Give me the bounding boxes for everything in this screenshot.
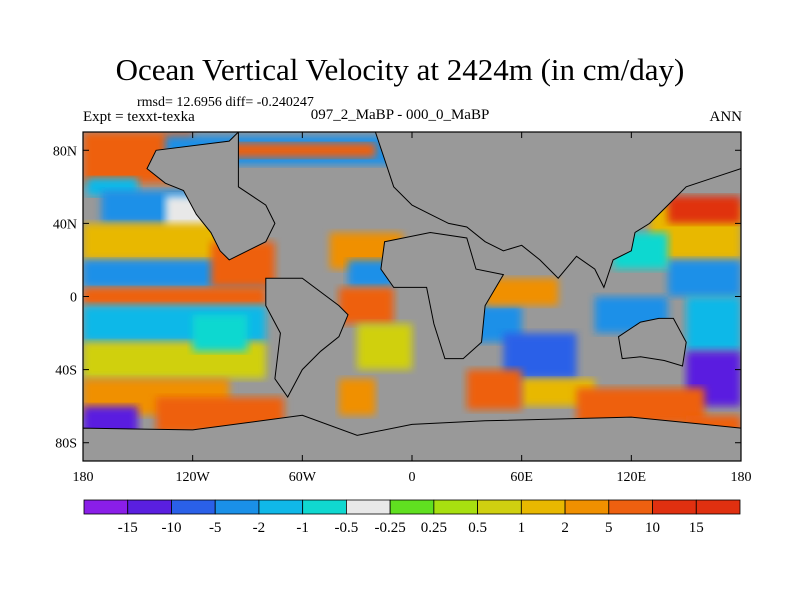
field-patch [686, 296, 741, 352]
ocean-field [83, 132, 741, 461]
colorbar-label: -0.5 [335, 520, 359, 536]
y-tick-label: 40S [55, 364, 77, 379]
colorbar-swatch [695, 499, 741, 515]
case-label: 097_2_MaBP - 000_0_MaBP [310, 107, 490, 123]
colorbar-swatch [258, 499, 304, 515]
colorbar-label: 15 [689, 520, 704, 536]
x-tick-label: 120E [617, 470, 647, 485]
colorbar-swatch [302, 499, 347, 515]
field-patch [667, 195, 741, 224]
field-patch [466, 369, 522, 410]
field-patch [192, 314, 248, 352]
field-patch [357, 323, 412, 370]
x-tick-label: 180 [73, 470, 94, 485]
colorbar-swatch [564, 499, 610, 515]
field-patch [338, 378, 376, 416]
colorbar-label: 0.25 [421, 520, 447, 536]
land-mask [265, 277, 349, 398]
colorbar: -15 -10 -5 -2 -1 -0.5 -0.25 0.25 0.5 1 2 5 10 15 [83, 499, 741, 536]
colorbar-label: -5 [209, 520, 222, 536]
season-label: ANN [709, 109, 743, 125]
experiment-label: Expt = texxt-texka [83, 109, 195, 125]
colorbar-swatch [214, 499, 260, 515]
field-patch [667, 259, 741, 297]
colorbar-label: -15 [118, 520, 138, 536]
land-mask [617, 317, 687, 367]
x-tick-label: 120W [176, 470, 211, 485]
map-title: Ocean Vertical Velocity at 2424m (in cm/… [115, 52, 685, 87]
axis-ticks: 180 120W 60W 0 60E 120E 180 80N 40N 0 40S 80S [53, 132, 752, 485]
ocean-velocity-patches [83, 132, 741, 461]
colorbar-swatch [345, 499, 391, 515]
colorbar-label: -2 [253, 520, 266, 536]
field-patch [229, 142, 376, 158]
colorbar-swatch [652, 499, 697, 515]
y-tick-label: 0 [70, 291, 77, 306]
field-patch [83, 287, 266, 306]
colorbar-swatch [520, 499, 566, 515]
colorbar-swatch [389, 499, 435, 515]
colorbar-swatch [127, 499, 172, 515]
colorbar-swatch [608, 499, 653, 515]
stats-text: rmsd= 12.6956 diff= -0.240247 [137, 95, 314, 110]
colorbar-label: -1 [296, 520, 309, 536]
colorbar-swatch [433, 499, 479, 515]
y-tick-label: 40N [53, 217, 77, 232]
colorbar-label: 1 [518, 520, 526, 536]
field-patch [338, 287, 394, 324]
y-tick-label: 80N [53, 144, 77, 159]
x-tick-label: 60E [510, 470, 533, 485]
land-mask [380, 231, 505, 360]
colorbar-swatch [171, 499, 216, 515]
colorbar-label: 10 [645, 520, 660, 536]
x-tick-label: 60W [289, 470, 317, 485]
land-mask [83, 414, 741, 461]
y-tick-label: 80S [55, 437, 77, 452]
x-tick-label: 180 [731, 470, 752, 485]
colorbar-swatch [477, 499, 522, 515]
colorbar-label: -0.25 [375, 520, 406, 536]
colorbar-swatch [83, 499, 129, 515]
land-mask [146, 132, 276, 261]
colorbar-label: -10 [161, 520, 181, 536]
colorbar-label: 2 [561, 520, 569, 536]
colorbar-label: 5 [605, 520, 613, 536]
land-mask [374, 132, 741, 289]
x-tick-label: 0 [409, 470, 416, 485]
colorbar-label: 0.5 [468, 520, 487, 536]
